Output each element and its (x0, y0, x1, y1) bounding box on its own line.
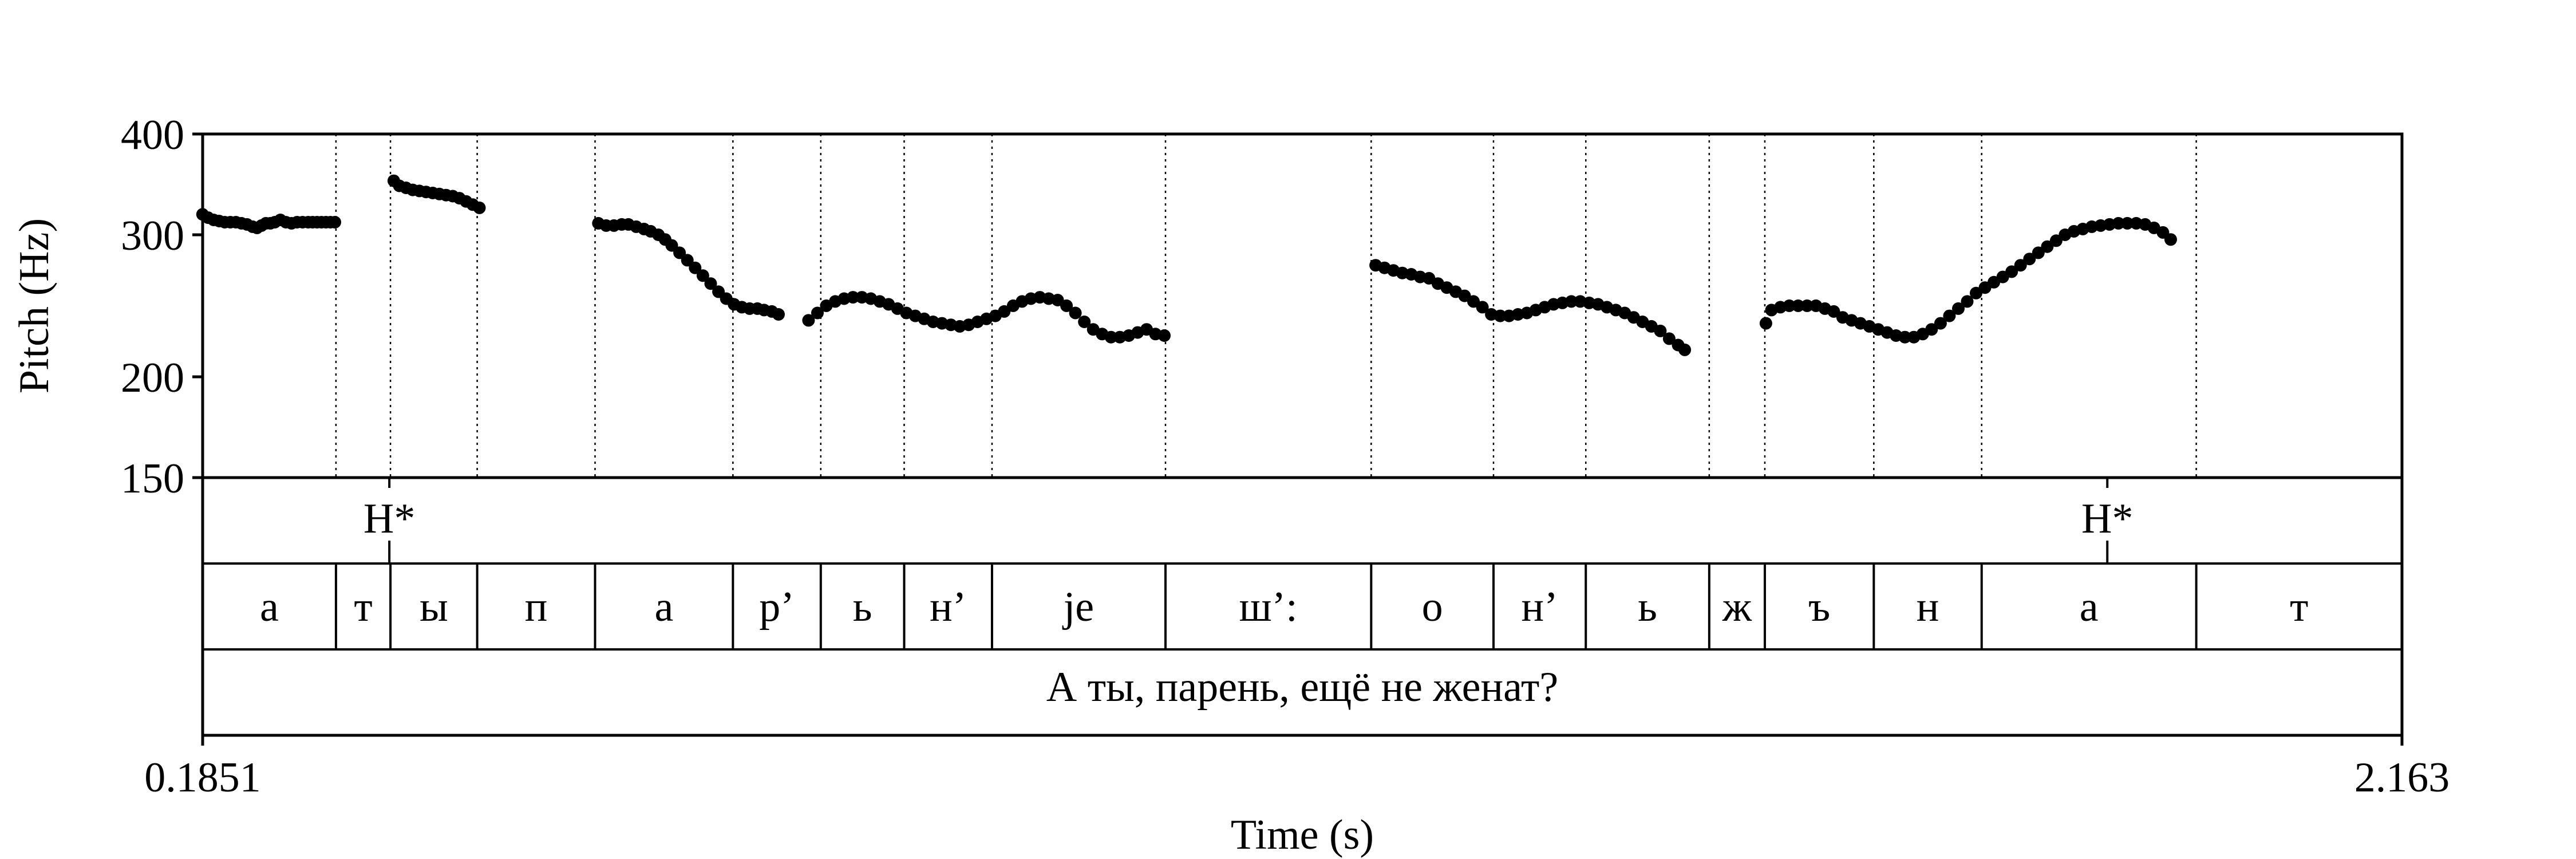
segment-label: н’ (930, 584, 966, 631)
pitch-point (681, 254, 694, 267)
segment-label: ж (1722, 584, 1752, 631)
pitch-point (2032, 246, 2045, 259)
pitch-plot-border (201, 132, 2404, 479)
tone-tier: H* H* (364, 478, 2133, 564)
pitch-point (673, 246, 686, 259)
pitch-point (1943, 309, 1956, 322)
pitch-point (1158, 329, 1171, 342)
y-tick-label: 400 (121, 112, 184, 159)
plot-frame (201, 132, 2404, 737)
pitch-point (1565, 295, 1578, 308)
pitch-point (1898, 330, 1911, 344)
pitch-point (1800, 299, 1814, 312)
pitch-point (772, 308, 785, 321)
segment-label: т (2290, 584, 2308, 631)
y-tick-label: 150 (121, 455, 184, 502)
pitch-point (1467, 295, 1480, 308)
segment-label: н’ (1521, 584, 1558, 631)
pitch-point (1952, 302, 1965, 315)
tone-label: H* (2081, 495, 2133, 542)
x-axis-label: Time (s) (1231, 811, 1374, 858)
pitch-point (2041, 240, 2054, 253)
pitch-point (696, 269, 709, 282)
pitch-point (2049, 234, 2063, 247)
pitch-point (329, 216, 341, 228)
pitch-point (1678, 343, 1692, 356)
segment-label: ы (420, 584, 448, 631)
segment-label: а (654, 584, 673, 631)
segment-label: ь (853, 584, 872, 631)
pitch-point (473, 201, 486, 214)
y-tick-label: 300 (121, 212, 184, 259)
segment-boundary-gridlines (335, 134, 2197, 478)
segment-label: ь (1638, 584, 1657, 631)
segment-label: п (525, 584, 548, 631)
pitch-point (2014, 259, 2027, 272)
pitch-point (704, 277, 717, 290)
y-axis-label: Pitch (Hz) (11, 218, 58, 393)
segment-tier: а т ы п а р’ ь н’ je ш’: о н’ ь ж ъ н а т (260, 564, 2308, 649)
pitch-point (1934, 317, 1947, 330)
pitch-point (2121, 216, 2134, 230)
pitch-point (1961, 295, 1974, 308)
segment-label: а (2080, 584, 2099, 631)
segment-label: ъ (1808, 584, 1830, 631)
x-tick-label-start: 0.1851 (144, 754, 261, 801)
tone-label: H* (364, 495, 415, 542)
x-axis: 0.1851 2.163 Time (s) (144, 735, 2449, 858)
pitch-point (2164, 233, 2177, 246)
pitch-point (1827, 305, 1840, 318)
segment-label: а (260, 584, 279, 631)
segment-label: ш’: (1239, 584, 1298, 631)
pitch-point (1476, 301, 1489, 314)
pitch-point (1759, 317, 1772, 330)
pitch-point (802, 314, 815, 327)
pitch-point (1783, 299, 1796, 312)
segment-label: н (1917, 584, 1939, 631)
pitch-point (1494, 309, 1507, 322)
pitch-points (196, 174, 2177, 356)
pitch-point (847, 291, 860, 304)
pitch-point (1104, 330, 1117, 344)
y-tick-label: 200 (121, 354, 184, 401)
annotation-tiers-border (201, 476, 2404, 737)
sentence-tier: А ты, парень, ещё не женат? (1046, 664, 1558, 711)
x-tick-label-end: 2.163 (2354, 754, 2450, 801)
sentence-label: А ты, парень, ещё не женат? (1046, 664, 1558, 711)
pitch-point (1654, 324, 1667, 337)
segment-label: т (354, 584, 372, 631)
pitch-point (1662, 332, 1676, 345)
pitch-point (998, 305, 1011, 318)
segment-label: о (1422, 584, 1443, 631)
pitch-point (1792, 299, 1805, 312)
segment-label: р’ (759, 584, 795, 631)
segment-label: je (1062, 584, 1094, 631)
pitch-point (1925, 323, 1938, 336)
pitch-point (2112, 216, 2125, 230)
pitch-point (2005, 265, 2018, 278)
pitch-point (1060, 299, 1073, 312)
pitch-point (1069, 306, 1082, 320)
pitch-point (689, 261, 702, 274)
pitch-point (2023, 253, 2036, 266)
y-axis: 150 200 300 400 (121, 112, 203, 502)
pitch-point (811, 306, 824, 320)
pitch-point (1078, 316, 1091, 328)
